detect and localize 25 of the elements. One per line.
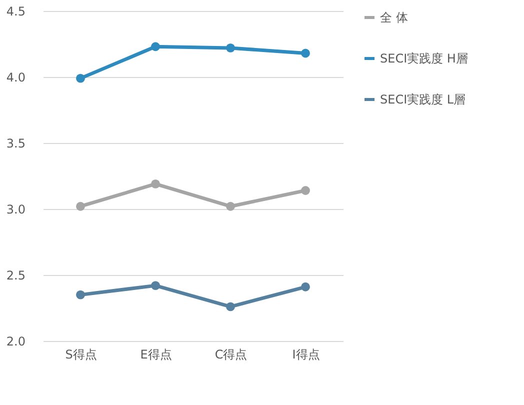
y-tick-label: 3.0: [6, 202, 26, 216]
point: [226, 302, 235, 312]
legend-label: SECI実践度 L層: [380, 92, 466, 106]
point: [151, 42, 160, 52]
legend-label: 全 体: [380, 10, 408, 24]
point: [226, 202, 235, 211]
y-tick-label: 3.5: [6, 136, 26, 150]
point: [76, 74, 85, 83]
x-tick-label: I得点: [292, 348, 320, 362]
y-tick-label: 2.0: [6, 334, 26, 348]
y-tick-label: 2.5: [6, 268, 26, 282]
y-tick-label: 4.5: [6, 4, 26, 18]
point: [76, 290, 85, 300]
x-tick-label: C得点: [214, 348, 248, 362]
point: [151, 179, 160, 188]
x-tick-label: S得点: [65, 348, 97, 362]
x-tick-label: E得点: [140, 348, 172, 362]
point: [301, 48, 310, 58]
point: [301, 282, 310, 292]
y-tick-label: 4.0: [6, 70, 26, 84]
point: [76, 202, 85, 211]
point: [226, 43, 235, 52]
point: [301, 186, 310, 195]
legend-label: SECI実践度 H層: [380, 52, 468, 66]
point: [151, 281, 160, 290]
